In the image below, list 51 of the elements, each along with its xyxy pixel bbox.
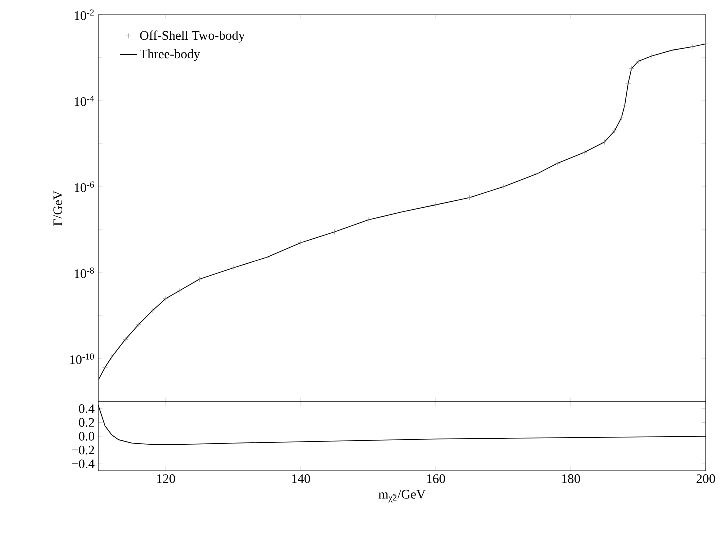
point bbox=[670, 48, 675, 54]
point bbox=[703, 41, 709, 47]
y-tick-label: 10$^{-6}$ bbox=[75, 182, 94, 192]
y-tick-label: 0.2 bbox=[79, 418, 94, 428]
point bbox=[102, 364, 108, 370]
y-axis-title: Γ/GeV bbox=[54, 190, 62, 226]
point bbox=[582, 150, 588, 156]
x-axis-title: m$_{χ̃2}$/GeV bbox=[378, 490, 426, 503]
y-tick-label: 10$^{-8}$ bbox=[75, 268, 94, 278]
point bbox=[467, 195, 472, 201]
y-tick-label: 0.4 bbox=[79, 404, 95, 414]
point bbox=[163, 296, 169, 302]
point bbox=[500, 184, 506, 190]
point bbox=[176, 288, 182, 294]
point bbox=[264, 254, 270, 260]
point bbox=[622, 102, 628, 108]
point bbox=[298, 240, 304, 246]
point bbox=[400, 209, 405, 215]
point bbox=[554, 160, 560, 166]
x-tick-label: 200 bbox=[696, 474, 716, 484]
y-tick-label: 0.0 bbox=[79, 432, 94, 441]
point bbox=[332, 229, 338, 235]
x-tick-label: 180 bbox=[562, 474, 580, 484]
point bbox=[366, 217, 372, 223]
point bbox=[626, 81, 632, 87]
point bbox=[612, 128, 618, 134]
y-tick-label: 10$^{-10}$ bbox=[70, 354, 94, 364]
point bbox=[433, 202, 439, 208]
point bbox=[629, 66, 634, 72]
point bbox=[602, 140, 608, 145]
point bbox=[136, 322, 142, 328]
y-tick-label: −0.4 bbox=[72, 460, 95, 469]
point bbox=[230, 265, 236, 271]
point bbox=[618, 115, 624, 121]
point bbox=[109, 354, 115, 360]
y-tick-label: 10$^{-2}$ bbox=[75, 10, 94, 20]
legend-label: Three-body bbox=[140, 49, 200, 62]
point bbox=[96, 378, 102, 383]
point bbox=[150, 308, 156, 314]
x-tick-label: 120 bbox=[157, 474, 176, 484]
x-tick-label: 160 bbox=[427, 474, 446, 484]
point bbox=[197, 276, 202, 282]
legend-label: Off-Shell Two-body bbox=[140, 30, 246, 43]
point bbox=[636, 58, 642, 64]
x-tick-label: 140 bbox=[292, 474, 310, 484]
y-tick-label: 10$^{-4}$ bbox=[75, 96, 94, 106]
y-tick-label: −0.2 bbox=[72, 446, 94, 455]
point bbox=[690, 44, 696, 50]
point bbox=[649, 54, 655, 59]
point bbox=[122, 337, 128, 342]
point bbox=[534, 171, 540, 177]
